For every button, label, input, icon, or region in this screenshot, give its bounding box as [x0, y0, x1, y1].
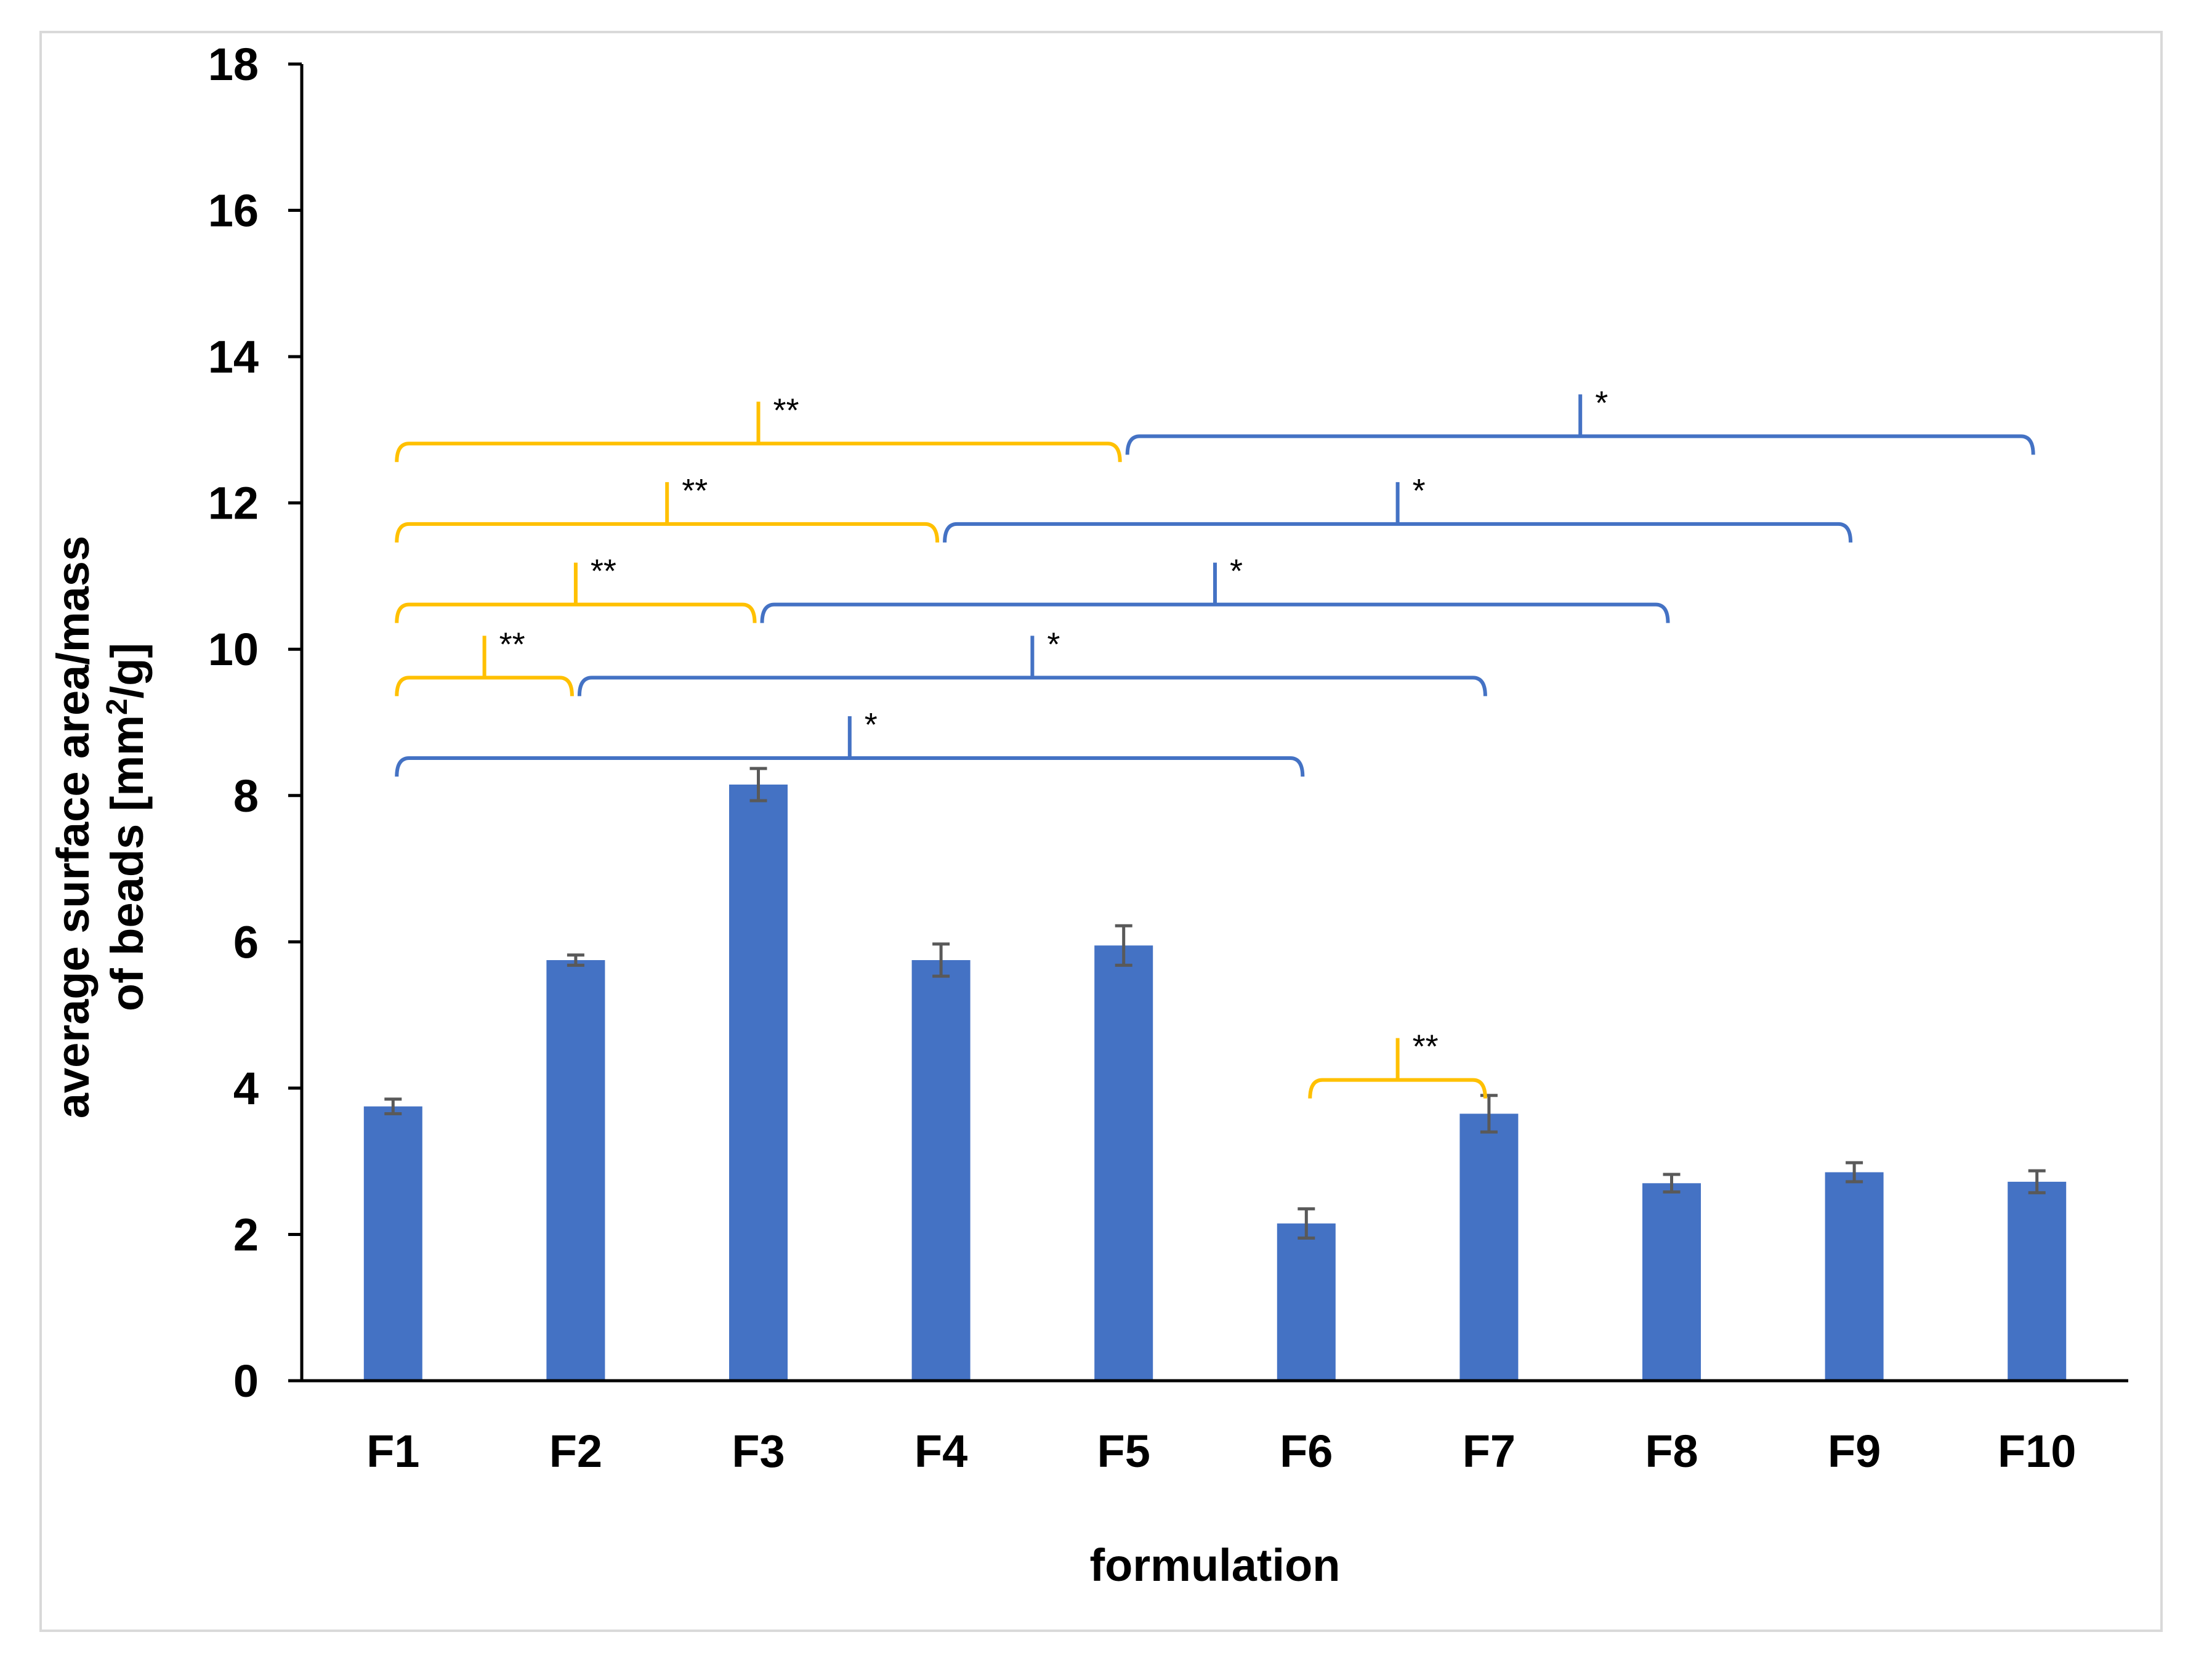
- y-tick-label: 18: [208, 39, 259, 90]
- significance-bracket: *: [1125, 384, 2035, 455]
- significance-label: **: [773, 392, 799, 429]
- significance-bracket: **: [395, 392, 1122, 462]
- x-tick-label: F6: [1280, 1426, 1333, 1477]
- error-bar-f3: [749, 767, 767, 802]
- y-tick-label: 16: [208, 185, 259, 236]
- y-tick-label: 12: [208, 478, 259, 529]
- bar-f8: [1642, 1183, 1701, 1381]
- significance-label: **: [591, 553, 616, 590]
- error-bar-f10: [2028, 1169, 2046, 1195]
- y-tick-label: 4: [233, 1063, 259, 1114]
- significance-bracket: *: [943, 472, 1853, 543]
- significance-label: **: [682, 472, 708, 509]
- bar-f4: [911, 960, 971, 1381]
- bar-f5: [1094, 945, 1153, 1381]
- x-axis-title: formulation: [1090, 1540, 1341, 1591]
- y-axis-title-line1: average surface area/mass: [47, 536, 99, 1118]
- error-bar-f8: [1663, 1173, 1681, 1194]
- y-tick-label: 14: [208, 331, 259, 382]
- significance-bracket: *: [577, 626, 1487, 697]
- error-bar-f7: [1480, 1094, 1498, 1134]
- x-tick-label: F1: [366, 1426, 419, 1477]
- bars: [363, 784, 2067, 1381]
- x-tick-label: F4: [914, 1426, 967, 1477]
- significance-label: *: [1595, 384, 1608, 421]
- bar-f1: [363, 1106, 422, 1381]
- significance-label: *: [1047, 626, 1060, 663]
- x-tick-label: F2: [549, 1426, 602, 1477]
- error-bar-f2: [567, 953, 584, 967]
- bar-f2: [546, 960, 605, 1381]
- x-tick-label: F7: [1463, 1426, 1516, 1477]
- significance-bracket: **: [395, 553, 757, 623]
- y-tick-label: 0: [233, 1355, 259, 1407]
- significance-label: *: [1413, 472, 1426, 509]
- y-axis-title-line2: of beads [mm2/g]: [101, 643, 153, 1011]
- significance-label: *: [1230, 553, 1243, 590]
- bar-f7: [1459, 1113, 1519, 1381]
- y-axis-title: average surface area/mass of beads [mm2/…: [47, 536, 153, 1118]
- x-tick-label: F5: [1097, 1426, 1150, 1477]
- error-bar-f6: [1298, 1207, 1315, 1240]
- x-tick-labels: F1 F2 F3 F4 F5 F6 F7 F8 F9 F10: [366, 1426, 2076, 1477]
- bar-f10: [2008, 1181, 2067, 1381]
- significance-bracket: **: [395, 626, 574, 697]
- significance-bracket: **: [395, 472, 940, 543]
- error-bar-f1: [384, 1097, 402, 1115]
- significance-label: **: [499, 626, 525, 663]
- significance-bracket: *: [395, 706, 1305, 777]
- x-tick-label: F9: [1828, 1426, 1881, 1477]
- error-bar-f9: [1846, 1161, 1863, 1184]
- significance-bracket: *: [760, 553, 1670, 623]
- bar-f9: [1825, 1172, 1884, 1381]
- error-bars: [384, 767, 2046, 1240]
- x-tick-label: F10: [1998, 1426, 2077, 1477]
- significance-label: *: [865, 706, 878, 743]
- significance-label: **: [1413, 1028, 1439, 1065]
- significance-brackets: ** *** *** *** ****: [395, 384, 2035, 1099]
- significance-bracket: **: [1308, 1028, 1487, 1099]
- y-tick-label: 2: [233, 1209, 259, 1260]
- bar-f3: [729, 784, 788, 1381]
- error-bar-f4: [932, 942, 950, 978]
- x-tick-label: F8: [1645, 1426, 1698, 1477]
- x-tick-label: F3: [732, 1426, 785, 1477]
- error-bar-f5: [1115, 924, 1132, 967]
- y-tick-label: 10: [208, 624, 259, 675]
- bar-f6: [1277, 1223, 1336, 1381]
- chart-frame: 0 2 4 6 8 10 12 14 16 18 ** * ** * ** * ** * * ** F1 F2 F3 F4…: [39, 31, 2163, 1632]
- y-axis-ticks: 0 2 4 6 8 10 12 14 16 18: [208, 39, 302, 1407]
- y-tick-label: 6: [233, 916, 259, 967]
- y-tick-label: 8: [233, 770, 259, 822]
